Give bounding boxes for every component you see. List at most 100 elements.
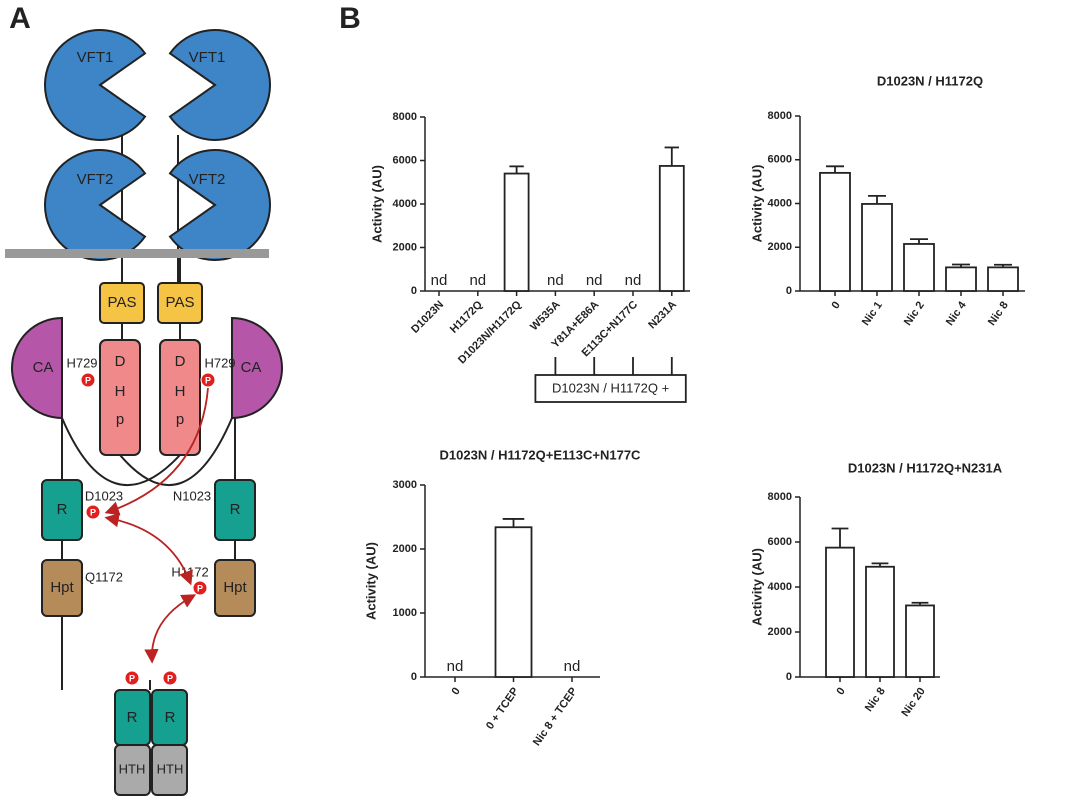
phosphate [200,372,216,388]
r-label: R [57,501,68,518]
dhp [99,339,141,456]
y-tick-label: 0 [786,285,792,297]
ca [11,316,63,420]
bar [825,546,855,678]
y-tick-label: 6000 [393,154,417,166]
y-tick-label: 4000 [393,198,417,210]
y-tick-label: 4000 [768,581,792,593]
bar [987,266,1019,292]
hpt [41,559,83,617]
pas-label: PAS [166,294,195,311]
dhp-label: H [175,383,186,400]
bar [945,266,977,292]
value-label: nd [564,658,581,675]
vft [43,149,147,261]
r-label: R [230,501,241,518]
y-tick-label: 0 [411,671,417,683]
phosphate-label: P [129,673,135,683]
residue-label: N1023 [173,488,211,503]
x-tick-label: 0 [829,300,842,312]
y-axis-label: Activity (AU) [749,164,764,242]
panel-label: A [9,2,31,35]
dhp-label: H [115,383,126,400]
x-tick-label: 0 + TCEP [484,686,521,732]
y-tick-label: 3000 [393,479,417,491]
vft-label: VFT2 [77,171,114,188]
chart-title: D1023N / H1172Q+N231A [848,460,1003,475]
residue-label: H729 [204,355,235,370]
bar [865,565,895,678]
ca-label: CA [241,359,262,376]
ca [231,316,283,420]
y-tick-label: 6000 [768,536,792,548]
value-label: nd [625,272,642,289]
bar [861,203,893,292]
residue-label: D1023 [85,488,123,503]
phosphate [124,670,140,686]
y-tick-label: 2000 [768,626,792,638]
hth [151,744,188,796]
vft-label: VFT2 [189,171,226,188]
annotation-box [534,374,687,403]
y-tick-label: 8000 [393,111,417,123]
y-axis-label: Activity (AU) [369,165,384,243]
panel-label: B [339,2,361,35]
r-label: R [127,709,138,726]
panel-b: Activity (AU)02000400060008000D1023NndH1… [363,73,1025,748]
chart-title: D1023N / H1172Q [877,73,983,88]
hpt-label: Hpt [50,579,74,596]
phosphate [85,504,101,520]
y-tick-label: 2000 [768,241,792,253]
bar [903,243,935,292]
value-label: nd [586,272,603,289]
x-tick-label: Nic 2 [902,300,927,328]
y-tick-label: 6000 [768,154,792,166]
phosphate-label: P [85,375,91,385]
hth [114,744,151,796]
value-label: nd [547,272,564,289]
bar [658,165,685,292]
hpt-label: Hpt [223,579,247,596]
x-tick-label: Nic 20 [899,686,927,719]
y-tick-label: 0 [786,671,792,683]
arrow [144,594,197,664]
vft-label: VFT1 [77,49,114,66]
hth-label: HTH [119,761,146,776]
y-tick-label: 2000 [393,241,417,253]
pas [99,282,145,324]
bar [494,526,533,678]
bar [503,172,530,292]
x-tick-label: Nic 8 [863,686,888,714]
chart-title: D1023N / H1172Q+E113C+N177C [440,447,642,462]
y-axis-label: Activity (AU) [363,542,378,620]
x-tick-label: N231A [646,299,679,332]
x-tick-label: Nic 1 [860,300,885,328]
pas-label: PAS [108,294,137,311]
phosphate-label: P [167,673,173,683]
y-tick-label: 8000 [768,110,792,122]
pas [157,282,203,324]
r-label: R [165,709,176,726]
residue-label: H729 [66,355,97,370]
residue-label: Q1172 [85,569,123,584]
linker [61,417,181,486]
hpt [214,559,256,617]
y-tick-label: 2000 [393,543,417,555]
y-tick-label: 1000 [393,607,417,619]
vft [43,29,147,141]
ca-label: CA [33,359,54,376]
r-domain [214,479,256,541]
r-domain [41,479,83,541]
membrane [5,249,269,258]
x-tick-label: H1172Q [448,298,485,335]
y-tick-label: 8000 [768,491,792,503]
phosphate-label: P [205,375,211,385]
phosphate-label: P [90,507,96,517]
x-tick-label: Nic 4 [944,299,969,328]
phosphate-label: P [197,583,203,593]
vft [168,29,272,141]
dhp-label: p [176,411,184,428]
bar [905,604,935,678]
y-axis-label: Activity (AU) [749,548,764,626]
